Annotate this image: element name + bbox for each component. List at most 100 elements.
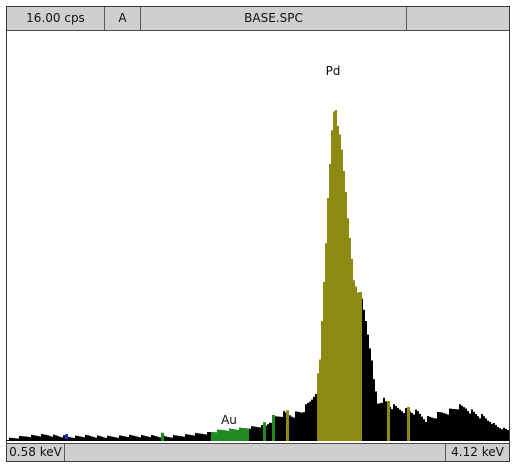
mode-indicator[interactable]: A [105,7,141,30]
roi-channel [239,427,241,441]
spectrum-channel [255,426,257,441]
spectrum-channel [439,412,441,441]
spectrum-channel [147,436,149,441]
spectrum-channel [39,436,41,441]
spectrum-channel [167,437,169,441]
roi-line [286,410,289,441]
spectrum-channel [31,434,33,441]
spectrum-channel [393,404,395,441]
roi-channel [235,429,237,441]
peak-label-au: Au [221,413,237,427]
energy-cursor-marker[interactable] [65,434,68,439]
spectrum-channel [403,413,405,441]
spectrum-channel [249,428,251,441]
energy-end-label: 4.12 keV [445,444,509,461]
spectrum-channel [473,411,475,441]
spectrum-channel [429,416,431,441]
roi-channel [243,428,245,441]
spectrum-channel [367,334,369,441]
spectrum-channel [113,436,115,441]
spectrum-channel [135,436,137,441]
spectrum-channel [303,412,305,441]
spectrum-channel [401,411,403,441]
spectrum-channel [415,409,417,441]
roi-channel [343,171,345,441]
spectrum-channel [505,428,507,441]
spectrum-channel [497,427,499,441]
spectrum-channel [279,416,281,441]
spectrum-channel [391,409,393,441]
roi-channel [217,429,219,441]
spectrum-channel [261,425,263,441]
spectrum-channel [461,405,463,441]
spectrum-channel [165,436,167,441]
spectrum-channel [9,437,11,441]
spectrum-channel [253,426,255,441]
spectrum-channel [397,407,399,441]
roi-highlights [161,110,410,442]
spectrum-channel [115,437,117,441]
spectrum-channel [119,435,121,441]
roi-channel [351,259,353,441]
roi-channel [341,149,343,442]
spectrum-channel [131,435,133,441]
roi-channel [331,130,333,441]
spectrum-channel [427,416,429,441]
spectrum-channel [59,436,61,441]
spectrum-channel [435,418,437,441]
spectrum-channel [191,435,193,441]
roi-line [263,422,266,441]
roi-channel [347,218,349,441]
spectrum-channel [43,434,45,441]
spectrum-channel [467,411,469,441]
spectrum-channel [33,435,35,441]
spectrum-channel [405,408,407,441]
spectrum-channel [313,396,315,441]
spectrum-channel [89,435,91,441]
roi-channel [247,428,249,441]
count-rate-readout: 16.00 cps [7,7,105,30]
spectrum-channel [459,404,461,441]
spectrum-channel [375,391,377,441]
spectrum-channel [413,414,415,441]
spectrum-chart[interactable]: Pd Au [7,31,509,443]
roi-channel [227,430,229,441]
spectrum-channel [203,434,205,441]
spectrum-channel [101,436,103,441]
roi-channel [215,432,217,441]
spectrum-channel [451,408,453,441]
roi-channel [219,429,221,441]
spectrum-channel [305,404,307,441]
spectrum-channel [69,437,71,441]
spectrum-channel [399,409,401,441]
spectrum-channel [453,409,455,441]
roi-line [359,292,362,441]
spectrum-channel [379,403,381,441]
spectrum-channel [19,435,21,441]
spectrum-channel [471,409,473,441]
spectrum-channel [373,379,375,441]
spectrum-channel [371,360,373,441]
roi-line [407,407,410,441]
spectrum-channel [465,408,467,441]
spectrum-plot[interactable]: Pd Au [7,31,509,443]
spectrum-channel [17,438,19,441]
spectrum-channel [293,417,295,441]
spectrum-channel [437,412,439,441]
spectrum-channel [269,422,271,441]
spectrum-channel [157,436,159,441]
spectrum-channel [47,435,49,441]
spectrum-channel [281,416,283,441]
roi-channel [245,428,247,441]
roi-channel [233,429,235,441]
spectrum-channel [49,435,51,441]
spectrum-channel [7,440,9,441]
spectrum-channel [417,411,419,441]
energy-scale-bar[interactable] [65,444,445,461]
spectrum-channel [307,402,309,441]
spectrum-channel [81,436,83,441]
spectrum-channel [195,432,197,441]
spectrum-window: 16.00 cps A BASE.SPC Pd Au 0.58 keV 4.12… [6,6,510,462]
spectrum-channel [151,434,153,441]
roi-channel [323,282,325,441]
